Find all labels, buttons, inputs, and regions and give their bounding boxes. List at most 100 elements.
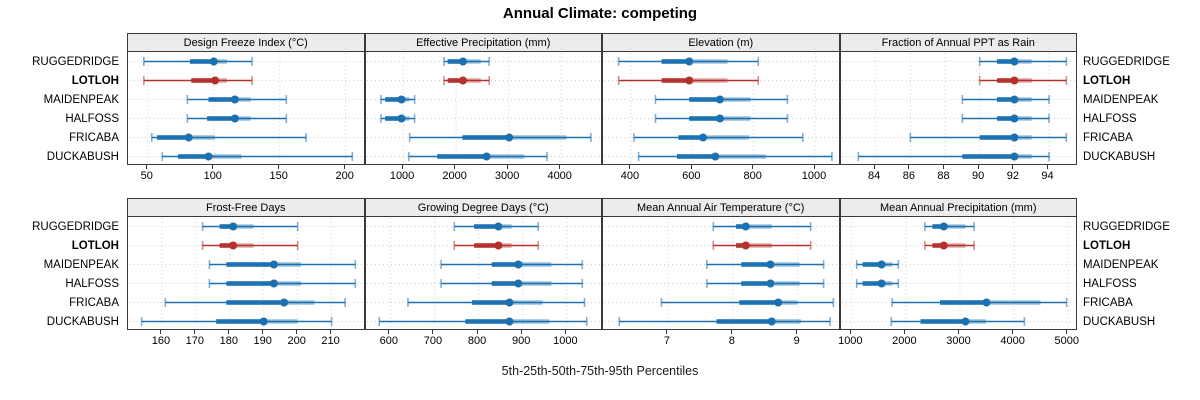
axis-tick-label: 50 (140, 170, 153, 182)
whisker-fricaba (150, 133, 307, 142)
axis-tick-mark (903, 330, 905, 334)
site-label-duckabush-right: DUCKABUSH (1083, 315, 1156, 328)
whisker-maidenpeak (379, 95, 415, 104)
whisker-ruggedridge (617, 57, 760, 66)
whisker-duckabush (140, 317, 333, 326)
whisker-maidenpeak (706, 260, 825, 269)
axis-tick-label: 1000 (389, 170, 415, 182)
whisker-fricaba (909, 133, 1067, 142)
whisker-lotloh (442, 76, 490, 85)
whisker-lotloh (201, 241, 299, 250)
axis-tick-mark (796, 330, 798, 334)
panel-fraction-of-annual-ppt-as-rain: Fraction of Annual PPT as Rain 84 86 88 90 92… (839, 33, 1077, 192)
x-axis-effective-precipitation-mm: 1000 2000 3000 4000 (365, 165, 603, 191)
axis-tick-label: 2000 (892, 335, 917, 347)
axis-tick-label: 600 (682, 170, 701, 182)
axis-tick-label: 1000 (838, 335, 863, 347)
axis-tick-label: 3000 (946, 335, 971, 347)
chart-title: Annual Climate: competing (502, 5, 698, 22)
site-label-fricaba-left: FRICABA (69, 131, 119, 144)
axis-tick-label: 84 (868, 170, 881, 182)
axis-tick-label: 1000 (553, 335, 578, 347)
whisker-halfoss (654, 114, 789, 123)
site-label-fricaba-right: FRICABA (1083, 296, 1133, 309)
axis-tick-mark (690, 165, 692, 169)
whisker-fricaba (890, 298, 1067, 307)
whisker-lotloh (452, 241, 539, 250)
axis-tick-mark (559, 165, 561, 169)
axis-tick-label: 88 (937, 170, 950, 182)
panel-plot-mean-annual-precipitation-mm (839, 216, 1077, 330)
axis-tick-label: 86 (902, 170, 915, 182)
site-label-duckabush-left: DUCKABUSH (46, 150, 119, 163)
axis-tick-label: 150 (269, 170, 288, 182)
whisker-maidenpeak (961, 95, 1050, 104)
axis-tick-label: 160 (151, 335, 171, 347)
axis-tick-mark (388, 330, 390, 334)
axis-tick-mark (330, 330, 332, 334)
site-label-halfoss-left: HALFOSS (65, 112, 119, 125)
axis-tick-mark (977, 165, 979, 169)
whisker-duckabush (890, 317, 1025, 326)
panel-strip-elevation-m: Elevation (m) (602, 33, 840, 52)
axis-tick-mark (943, 165, 944, 169)
panel-growing-degree-days-c: Growing Degree Days (°C) 600 700 800 900 1000 (364, 198, 602, 357)
whisker-lotloh (712, 241, 812, 250)
axis-tick-label: 180 (219, 335, 238, 347)
axis-tick-label: 90 (972, 170, 985, 182)
whisker-fricaba (633, 133, 804, 142)
panel-plot-design-freeze-index-c (127, 51, 365, 165)
site-label-ruggedridge-right: RUGGEDRIDGE (1083, 220, 1170, 233)
whisker-duckabush (618, 317, 831, 326)
panel-plot-growing-degree-days-c (364, 216, 602, 330)
site-label-halfoss-right: HALFOSS (1083, 277, 1137, 290)
whisker-maidenpeak (654, 95, 789, 104)
whisker-maidenpeak (439, 260, 583, 269)
site-label-ruggedridge-left: RUGGEDRIDGE (32, 55, 119, 68)
whisker-duckabush (857, 152, 1050, 161)
site-label-lotloh-right: LOTLOH (1083, 74, 1131, 87)
axis-caption: 5th-25th-50th-75th-95th Percentiles (501, 364, 699, 378)
axis-tick-label: 1000 (801, 170, 827, 182)
axis-tick-mark (849, 330, 851, 334)
site-label-halfoss-right: HALFOSS (1083, 112, 1137, 125)
site-label-ruggedridge-left: RUGGEDRIDGE (32, 220, 119, 233)
whisker-duckabush (161, 152, 354, 161)
axis-tick-mark (194, 330, 196, 334)
whisker-fricaba (406, 298, 585, 307)
axis-tick-mark (476, 330, 478, 334)
whisker-fricaba (164, 298, 346, 307)
panel-effective-precipitation-mm: Effective Precipitation (mm) 1000 2000 3000… (364, 33, 603, 192)
x-axis-mean-annual-precipitation-mm: 1000 2000 3000 4000 5000 (838, 330, 1079, 356)
axis-tick-mark (262, 330, 264, 334)
whisker-maidenpeak (208, 260, 357, 269)
whisker-halfoss (439, 279, 583, 288)
panel-plot-frost-free-days (127, 216, 365, 330)
axis-tick-label: 92 (1006, 170, 1019, 182)
axis-tick-mark (1012, 330, 1014, 334)
panel-plot-elevation-m (602, 51, 840, 165)
whisker-duckabush (377, 317, 588, 326)
axis-tick-mark (813, 165, 815, 169)
panel-strip-mean-annual-air-temperature-c: Mean Annual Air Temperature (°C) (602, 198, 840, 217)
site-label-fricaba-right: FRICABA (1083, 131, 1133, 144)
axis-tick-mark (401, 165, 403, 169)
site-label-lotloh-left: LOTLOH (71, 74, 119, 87)
panel-strip-effective-precipitation-mm: Effective Precipitation (mm) (364, 33, 602, 52)
axis-tick-mark (506, 165, 508, 169)
axis-tick-mark (454, 165, 456, 169)
whisker-maidenpeak (855, 260, 899, 269)
axis-tick-label: 7 (663, 335, 670, 347)
axis-tick-mark (629, 165, 631, 169)
axis-tick-mark (666, 330, 668, 334)
whisker-fricaba (660, 298, 835, 307)
whisker-ruggedridge (978, 57, 1067, 66)
panel-strip-mean-annual-precipitation-mm: Mean Annual Precipitation (mm) (839, 198, 1077, 217)
whisker-ruggedridge (452, 222, 539, 231)
axis-tick-label: 210 (321, 335, 340, 347)
axis-tick-label: 700 (423, 335, 443, 347)
whisker-halfoss (186, 114, 288, 123)
axis-tick-mark (564, 330, 566, 334)
panel-strip-growing-degree-days-c: Growing Degree Days (°C) (364, 198, 602, 217)
